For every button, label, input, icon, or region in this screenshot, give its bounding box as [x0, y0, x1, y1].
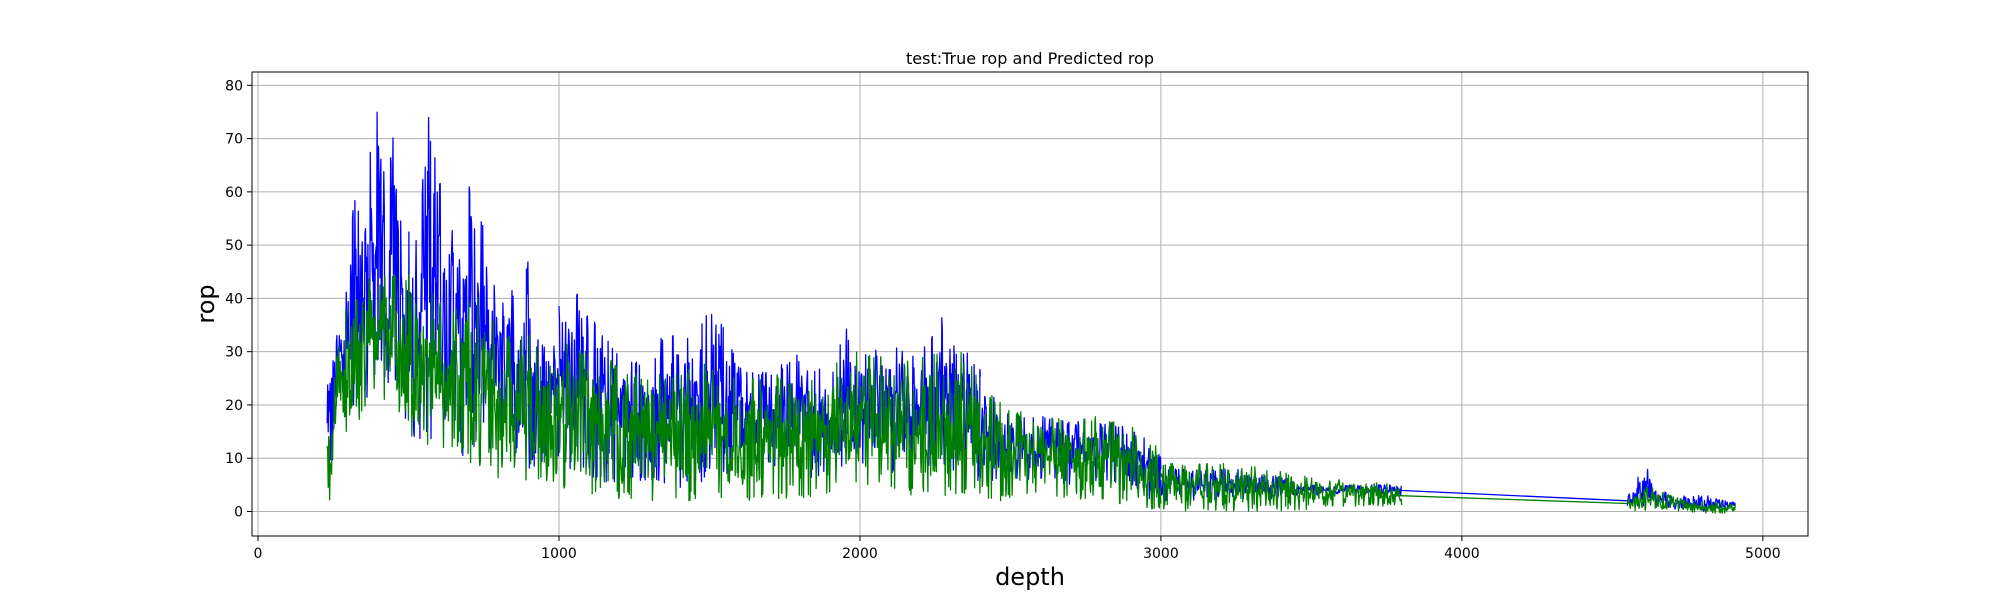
- chart-title: test:True rop and Predicted rop: [906, 49, 1154, 68]
- y-tick-label: 0: [234, 504, 243, 520]
- series-line-segment: [1395, 494, 1628, 505]
- x-tick-label: 2000: [842, 546, 878, 562]
- x-tick-label: 0: [254, 546, 263, 562]
- series-line-segment: [344, 273, 470, 455]
- series-predicted-rop: [326, 273, 1736, 514]
- series-line-segment: [1626, 486, 1736, 514]
- series-line-segment: [468, 296, 560, 482]
- y-tick-label: 80: [225, 78, 243, 94]
- y-axis-label: rop: [192, 284, 220, 323]
- y-tick-label: 50: [225, 238, 243, 254]
- x-tick-label: 3000: [1143, 546, 1179, 562]
- series-layer: [326, 111, 1736, 514]
- series-line-segment: [326, 345, 346, 501]
- y-tick-label: 40: [225, 291, 243, 307]
- series-line-segment: [1395, 489, 1628, 502]
- y-tick-label: 30: [225, 345, 243, 361]
- x-axis-label: depth: [995, 563, 1065, 591]
- y-tick-label: 60: [225, 185, 243, 201]
- axes: 0 1000 2000 3000 4000 5000 0 10 20 30 40 50 60 70 80: [225, 78, 1781, 562]
- series-line-segment: [468, 186, 560, 469]
- y-tick-label: 10: [225, 451, 243, 467]
- x-tick-label: 1000: [541, 546, 577, 562]
- y-tick-label: 20: [225, 398, 243, 414]
- x-tick-label: 4000: [1444, 546, 1480, 562]
- y-tick-label: 70: [225, 132, 243, 148]
- plot-frame: [251, 71, 1809, 537]
- series-line-segment: [1160, 462, 1403, 512]
- x-tick-label: 5000: [1745, 546, 1781, 562]
- series-line-segment: [558, 343, 981, 502]
- series-line-segment: [1626, 468, 1736, 512]
- series-line-segment: [979, 394, 1162, 510]
